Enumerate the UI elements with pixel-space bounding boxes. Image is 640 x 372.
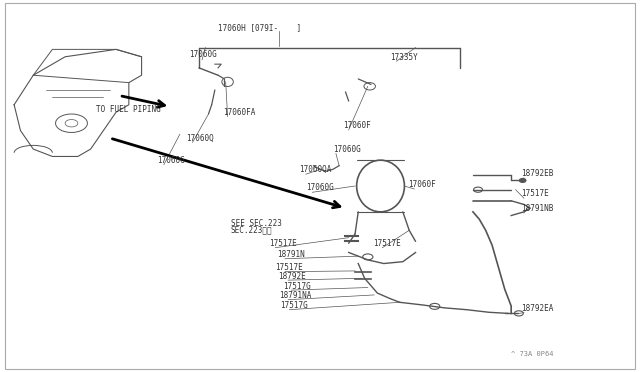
Text: 17060G: 17060G — [189, 51, 217, 60]
Text: 17517E: 17517E — [374, 239, 401, 248]
Text: 17517E: 17517E — [521, 189, 548, 198]
Text: 17335Y: 17335Y — [390, 53, 418, 62]
Text: TO FUEL PIPING: TO FUEL PIPING — [96, 105, 161, 114]
Text: 17060G: 17060G — [333, 145, 360, 154]
Text: 18792EB: 18792EB — [521, 169, 553, 177]
Text: 17060G: 17060G — [157, 156, 185, 166]
Text: 17517G: 17517G — [283, 282, 311, 291]
Text: 18792EA: 18792EA — [521, 304, 553, 313]
Text: 18792E: 18792E — [278, 272, 307, 281]
Text: 17060Q: 17060Q — [186, 134, 214, 143]
Text: SEC.223参照: SEC.223参照 — [231, 225, 273, 234]
Text: 17060FA: 17060FA — [223, 108, 255, 117]
Text: 17060H [079I-    ]: 17060H [079I- ] — [218, 23, 301, 32]
Text: 18791NB: 18791NB — [521, 203, 553, 213]
Text: 17060F: 17060F — [344, 121, 371, 129]
Circle shape — [520, 179, 526, 182]
Text: 18791N: 18791N — [276, 250, 305, 259]
Text: 17517E: 17517E — [269, 239, 297, 248]
Text: 17060F: 17060F — [408, 180, 436, 189]
Text: ^ 73A 0P64: ^ 73A 0P64 — [511, 351, 554, 357]
Text: 17517G: 17517G — [280, 301, 308, 310]
Text: 17517E: 17517E — [275, 263, 303, 272]
Text: SEE SEC.223: SEE SEC.223 — [231, 219, 282, 228]
Text: 17060QA: 17060QA — [300, 165, 332, 174]
Text: 17060G: 17060G — [306, 183, 333, 192]
Text: 18791NA: 18791NA — [279, 291, 312, 300]
